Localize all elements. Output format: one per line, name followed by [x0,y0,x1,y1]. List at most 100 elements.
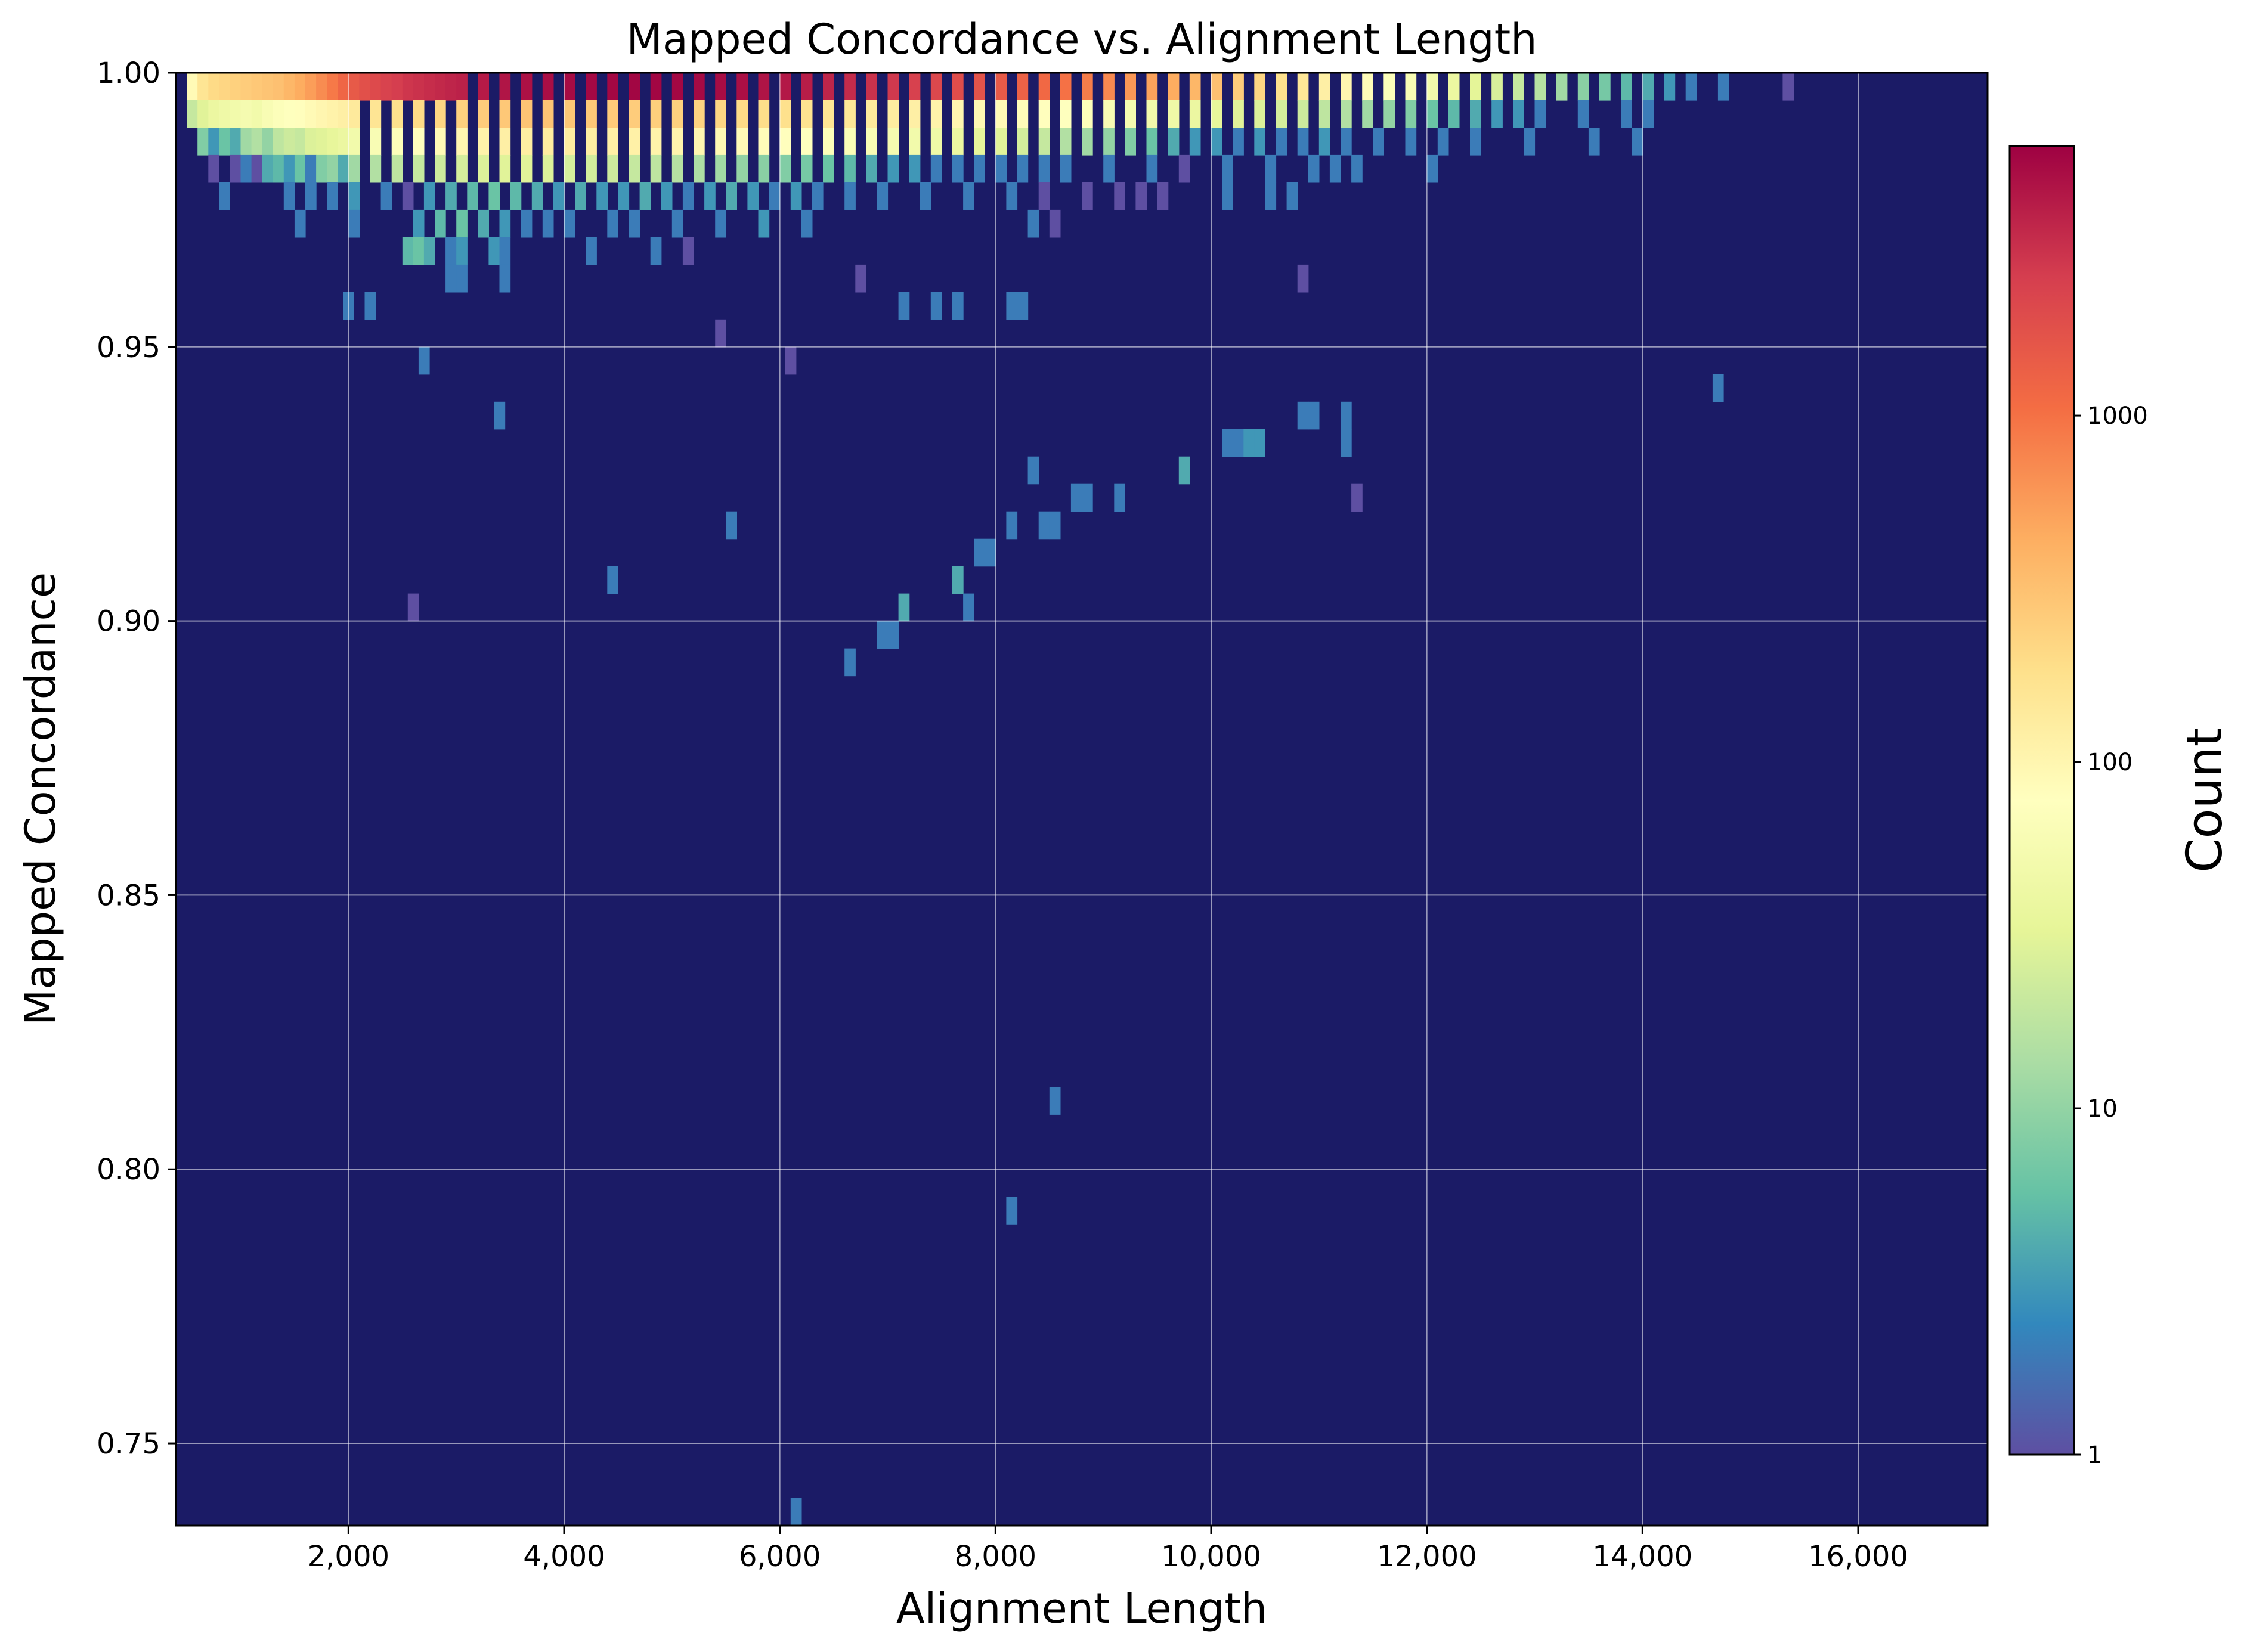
heatmap-cell [823,128,834,156]
heatmap-cell [704,182,716,210]
heatmap-cell [812,182,824,210]
heatmap-cell [736,154,748,183]
heatmap-cell [521,100,533,128]
heatmap-cell [521,73,533,101]
heatmap-cell [230,100,242,128]
heatmap-cell [456,154,468,183]
heatmap-cell [1426,100,1438,128]
heatmap-cell [338,128,349,156]
heatmap-cell [240,100,252,128]
heatmap-cell [510,182,522,210]
heatmap-cell [1233,100,1244,128]
heatmap-cell [650,100,662,128]
heatmap-cell [305,128,317,156]
heatmap-cell [445,73,457,101]
heatmap-cell [629,209,640,238]
heatmap-cell [715,319,726,348]
heatmap-cell [1189,100,1201,128]
heatmap-cell [575,182,586,210]
heatmap-cell [488,237,500,265]
heatmap-cell [327,100,338,128]
heatmap-cell [1308,154,1320,183]
heatmap-cell [629,128,640,156]
heatmap-cell [391,100,403,128]
x-tick-label: 12,000 [1377,1540,1477,1573]
heatmap-cell [1038,511,1050,540]
heatmap-cell [1038,73,1050,101]
heatmap-cell [402,182,414,210]
y-tick-label: 0.95 [97,331,160,364]
heatmap-cell [974,128,985,156]
heatmap-cell [779,128,791,156]
heatmap-cell [974,154,985,183]
heatmap-cell [564,128,575,156]
x-axis-label: Alignment Length [896,1584,1267,1633]
y-tick-label: 0.90 [97,605,160,639]
heatmap-cell [671,128,683,156]
heatmap-cell [1211,128,1222,156]
heatmap-cell [887,73,899,101]
heatmap-cell [747,182,759,210]
heatmap-cell [488,182,500,210]
colorbar-label: Count [2177,727,2233,873]
heatmap-cell [456,264,468,293]
heatmap-cell [930,73,942,101]
heatmap-cell [1513,100,1524,128]
heatmap-cell [230,73,242,101]
heatmap-cell [952,100,964,128]
heatmap-cell [1632,128,1643,156]
heatmap-cell [1577,73,1589,101]
heatmap-cell [1125,128,1136,156]
heatmap-cell [294,100,306,128]
heatmap-cell [1426,73,1438,101]
heatmap-cell [413,100,425,128]
heatmap-cell [1027,209,1039,238]
heatmap-cell [542,100,554,128]
heatmap-cell [607,566,618,594]
heatmap-cell [1297,264,1309,293]
heatmap-cell [1082,483,1093,512]
heatmap-cell [995,128,1007,156]
heatmap-cell [682,237,694,265]
heatmap-cell [521,154,533,183]
heatmap-cell [909,100,921,128]
heatmap-cell [1125,100,1136,128]
heatmap-cell [1318,100,1330,128]
heatmap-cell [586,73,597,101]
heatmap-cell [445,237,457,265]
heatmap-cell [1524,128,1536,156]
heatmap-cell [402,73,414,101]
heatmap-cell [650,154,662,183]
heatmap-cell [531,182,543,210]
heatmap-cell [1276,73,1287,101]
heatmap-cell [887,100,899,128]
heatmap-cell [262,100,274,128]
heatmap-cell [844,100,856,128]
heatmap-cell [779,100,791,128]
heatmap-cell [586,237,597,265]
heatmap-cell [478,73,489,101]
heatmap-cell [618,182,630,210]
heatmap-cell [251,154,263,183]
heatmap-cell [1017,292,1029,320]
heatmap-cell [327,182,338,210]
x-tick-label: 16,000 [1808,1540,1908,1573]
heatmap-cell [316,128,327,156]
heatmap-cell [779,73,791,101]
heatmap-cell [1276,128,1287,156]
heatmap-cell [1642,73,1654,101]
heatmap-cell [1017,73,1029,101]
heatmap-cell [478,209,489,238]
heatmap-cell [316,100,327,128]
heatmap-cell [1405,128,1417,156]
heatmap-cell [586,100,597,128]
heatmap-cell [435,100,446,128]
heatmap-cell [1341,429,1352,457]
heatmap-cell [327,128,338,156]
heatmap-cell [1125,73,1136,101]
heatmap-cell [521,209,533,238]
heatmap-cell [1297,73,1309,101]
heatmap-cell [1146,128,1158,156]
heatmap-cell [898,292,910,320]
heatmap-cell [499,209,511,238]
